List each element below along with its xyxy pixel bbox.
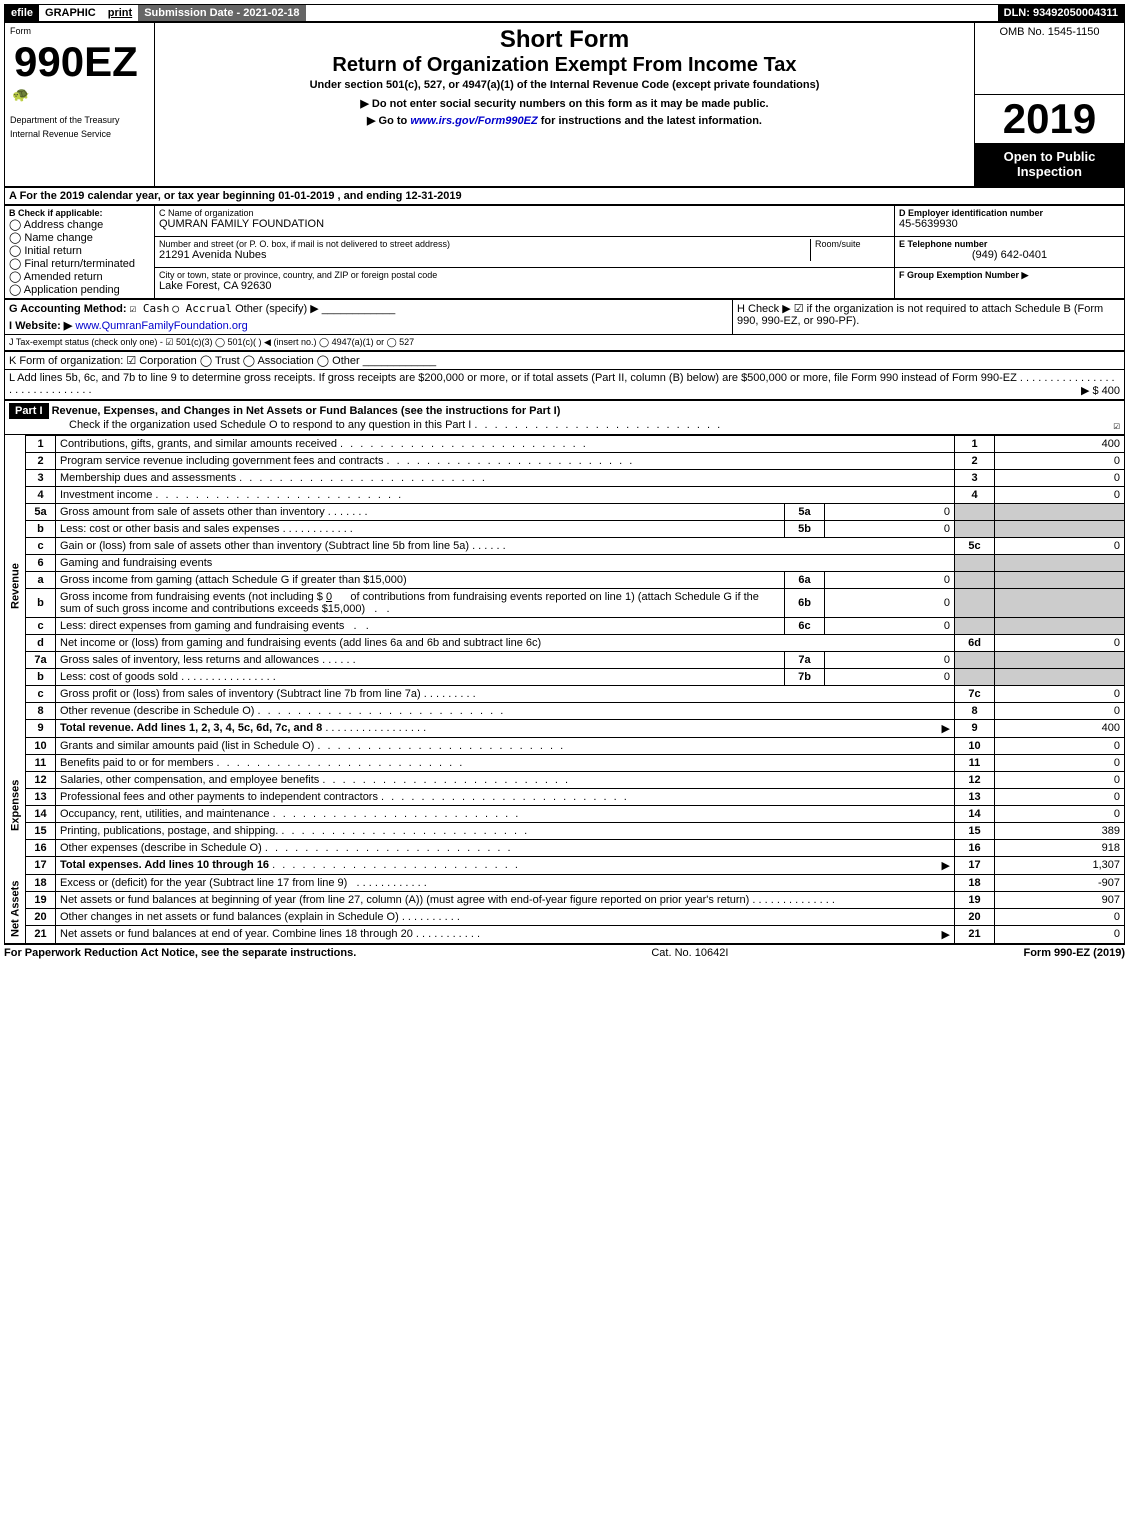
org-name: QUMRAN FAMILY FOUNDATION (159, 218, 890, 230)
lines-table: Revenue 1 Contributions, gifts, grants, … (4, 435, 1125, 944)
dln: DLN: 93492050004311 (998, 5, 1124, 21)
boxB-title: B Check if applicable: (9, 208, 150, 218)
line5b-value: 0 (825, 520, 955, 537)
street-label: Number and street (or P. O. box, if mail… (159, 239, 810, 249)
partI-check-note: Check if the organization used Schedule … (9, 419, 471, 431)
period-row: A For the 2019 calendar year, or tax yea… (5, 187, 1125, 204)
boxB-address-change[interactable]: ◯ Address change (9, 218, 150, 231)
line3-value: 0 (995, 469, 1125, 486)
line21-value: 0 (995, 925, 1125, 943)
boxI-label: I Website: ▶ (9, 320, 72, 332)
line6c-value: 0 (825, 617, 955, 634)
room-label: Room/suite (815, 239, 890, 249)
graphic-label: GRAPHIC (39, 5, 102, 21)
header-table: Form 990EZ 🐢 Department of the Treasury … (4, 22, 1125, 187)
expenses-label: Expenses (5, 737, 26, 874)
footer-right: Form 990-EZ (2019) (1023, 947, 1125, 959)
phone-value: (949) 642-0401 (899, 249, 1120, 261)
boxC-label: C Name of organization (159, 208, 890, 218)
partI-tab: Part I (9, 403, 49, 419)
other-specify[interactable]: Other (specify) ▶ (235, 303, 319, 315)
line18-value: -907 (995, 874, 1125, 891)
line10-value: 0 (995, 737, 1125, 754)
irs-link[interactable]: www.irs.gov/Form990EZ (410, 115, 537, 127)
omb-number: OMB No. 1545-1150 (976, 24, 1123, 40)
street-value: 21291 Avenida Nubes (159, 249, 810, 261)
line9-value: 400 (995, 719, 1125, 737)
line5c-value: 0 (995, 537, 1125, 554)
submission-date: Submission Date - 2021-02-18 (138, 5, 305, 21)
line2-value: 0 (995, 452, 1125, 469)
line6a-value: 0 (825, 571, 955, 588)
boxL-value: ▶ $ 400 (1081, 384, 1120, 397)
boxE-label: E Telephone number (899, 239, 1120, 249)
website-link[interactable]: www.QumranFamilyFoundation.org (75, 320, 247, 332)
line4-value: 0 (995, 486, 1125, 503)
line15-value: 389 (995, 822, 1125, 839)
line6b-value: 0 (825, 588, 955, 617)
line7c-value: 0 (995, 685, 1125, 702)
netassets-label: Net Assets (5, 874, 26, 943)
footer-left: For Paperwork Reduction Act Notice, see … (4, 947, 356, 959)
boxL: L Add lines 5b, 6c, and 7b to line 9 to … (5, 369, 1125, 399)
return-title: Return of Organization Exempt From Incom… (156, 54, 973, 77)
city-value: Lake Forest, CA 92630 (159, 280, 890, 292)
partI-checkbox[interactable]: ☑ (1113, 419, 1120, 432)
boxB-application-pending[interactable]: ◯ Application pending (9, 283, 150, 296)
footer-center: Cat. No. 10642I (651, 947, 728, 959)
partI-heading: Revenue, Expenses, and Changes in Net As… (52, 405, 561, 417)
line11-value: 0 (995, 754, 1125, 771)
line7b-value: 0 (825, 668, 955, 685)
line13-value: 0 (995, 788, 1125, 805)
line7a-value: 0 (825, 651, 955, 668)
city-label: City or town, state or province, country… (159, 270, 890, 280)
turtle-icon: 🐢 (6, 86, 153, 103)
cash-checkbox[interactable]: ☑ Cash (130, 302, 170, 315)
boxJ: J Tax-exempt status (check only one) - ☑… (5, 334, 1125, 350)
form-number: 990EZ (6, 38, 153, 86)
form-word: Form (6, 24, 153, 38)
boxF-label: F Group Exemption Number ▶ (899, 270, 1120, 281)
top-bar: efile GRAPHIC print Submission Date - 20… (4, 4, 1125, 22)
line19-value: 907 (995, 891, 1125, 908)
open-public: Open to Public Inspection (975, 143, 1124, 186)
goto-note[interactable]: ▶ Go to www.irs.gov/Form990EZ for instru… (156, 112, 973, 129)
accrual-checkbox[interactable]: ◯ Accrual (172, 302, 232, 315)
line20-value: 0 (995, 908, 1125, 925)
boxD-label: D Employer identification number (899, 208, 1120, 218)
line14-value: 0 (995, 805, 1125, 822)
line6d-value: 0 (995, 634, 1125, 651)
revenue-label: Revenue (5, 435, 26, 737)
line17-value: 1,307 (995, 856, 1125, 874)
efile-label: efile (5, 5, 39, 21)
boxB-final-return[interactable]: ◯ Final return/terminated (9, 257, 150, 270)
boxB-name-change[interactable]: ◯ Name change (9, 231, 150, 244)
ein-value: 45-5639930 (899, 218, 1120, 230)
boxB-amended-return[interactable]: ◯ Amended return (9, 270, 150, 283)
print-button[interactable]: print (102, 5, 138, 21)
dept-treasury: Department of the Treasury (6, 113, 153, 127)
line1-value: 400 (995, 435, 1125, 452)
short-form-title: Short Form (156, 24, 973, 54)
boxG-label: G Accounting Method: (9, 303, 127, 315)
irs-label: Internal Revenue Service (6, 127, 153, 141)
boxH: H Check ▶ ☑ if the organization is not r… (733, 299, 1125, 334)
line5a-value: 0 (825, 503, 955, 520)
line12-value: 0 (995, 771, 1125, 788)
line8-value: 0 (995, 702, 1125, 719)
line16-value: 918 (995, 839, 1125, 856)
boxB-initial-return[interactable]: ◯ Initial return (9, 244, 150, 257)
tax-year: 2019 (975, 95, 1124, 143)
boxK: K Form of organization: ☑ Corporation ◯ … (5, 351, 1125, 369)
section-note: Under section 501(c), 527, or 4947(a)(1)… (156, 77, 973, 93)
footer: For Paperwork Reduction Act Notice, see … (4, 944, 1125, 959)
ssn-note: ▶ Do not enter social security numbers o… (156, 95, 973, 112)
